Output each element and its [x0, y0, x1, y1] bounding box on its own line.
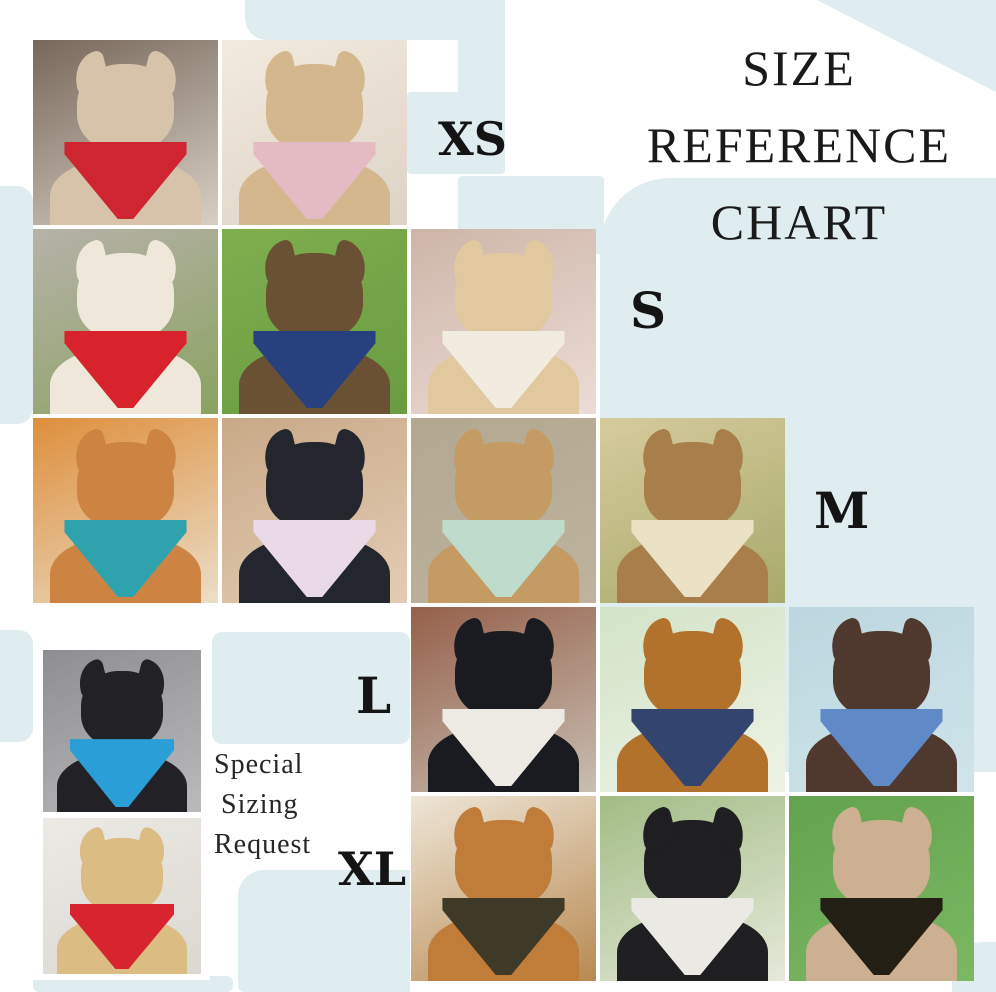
photo-m-corgi	[33, 418, 218, 603]
size-label-xs: XS	[438, 112, 507, 166]
pet-head	[80, 671, 164, 748]
photo-s-airedale	[222, 229, 407, 414]
photo-xl-newfoundland	[600, 796, 785, 981]
pet-head	[455, 253, 552, 340]
page-title: SIZE REFERENCE CHART	[608, 30, 990, 261]
background-patch	[0, 186, 33, 424]
photo-xs-cat	[33, 40, 218, 225]
background-patch	[238, 870, 410, 992]
photo-l-brown-dog	[789, 607, 974, 792]
pet-head	[80, 838, 164, 912]
photo-m-german-shepherd	[600, 418, 785, 603]
pet-head	[77, 442, 174, 529]
pet-head	[77, 253, 174, 340]
special-sizing-card	[33, 642, 210, 980]
pet-head	[644, 631, 741, 718]
pet-head	[266, 442, 363, 529]
size-label-m: M	[814, 481, 870, 540]
size-label-l: L	[356, 666, 392, 725]
background-patch	[407, 92, 505, 174]
size-label-s: S	[630, 281, 667, 340]
pet-head	[833, 820, 930, 907]
pet-head	[77, 64, 174, 151]
pet-head	[644, 442, 741, 529]
pet-head	[455, 442, 552, 529]
photo-xl-sheltie	[411, 796, 596, 981]
photo-l-black-shepherd	[411, 607, 596, 792]
title-line-2: REFERENCE	[646, 117, 952, 173]
photo-xl-pit-bull	[789, 796, 974, 981]
title-line-3: CHART	[710, 194, 888, 250]
pet-head	[266, 253, 363, 340]
photo-s-terrier	[33, 229, 218, 414]
photo-m-doodle	[411, 418, 596, 603]
pet-head	[455, 820, 552, 907]
special-sizing-note: Special Sizing Request	[214, 745, 354, 865]
pet-head	[833, 631, 930, 718]
photo-special-l-dachshund	[43, 650, 201, 812]
background-patch	[0, 630, 33, 742]
note-line-3: Request	[214, 829, 312, 860]
photo-s-dachshund-bow	[411, 229, 596, 414]
photo-m-cattle-dog	[222, 418, 407, 603]
photo-l-golden-retriever	[600, 607, 785, 792]
background-patch	[212, 632, 410, 744]
note-line-2: Sizing	[221, 789, 299, 820]
pet-head	[644, 820, 741, 907]
size-label-xl: XL	[338, 842, 407, 896]
photo-special-xl-dachshund	[43, 818, 201, 974]
photo-xs-two-cats	[222, 40, 407, 225]
background-patch	[33, 976, 233, 992]
note-line-1: Special	[214, 749, 304, 780]
title-line-1: SIZE	[742, 40, 856, 96]
pet-head	[266, 64, 363, 151]
pet-head	[455, 631, 552, 718]
